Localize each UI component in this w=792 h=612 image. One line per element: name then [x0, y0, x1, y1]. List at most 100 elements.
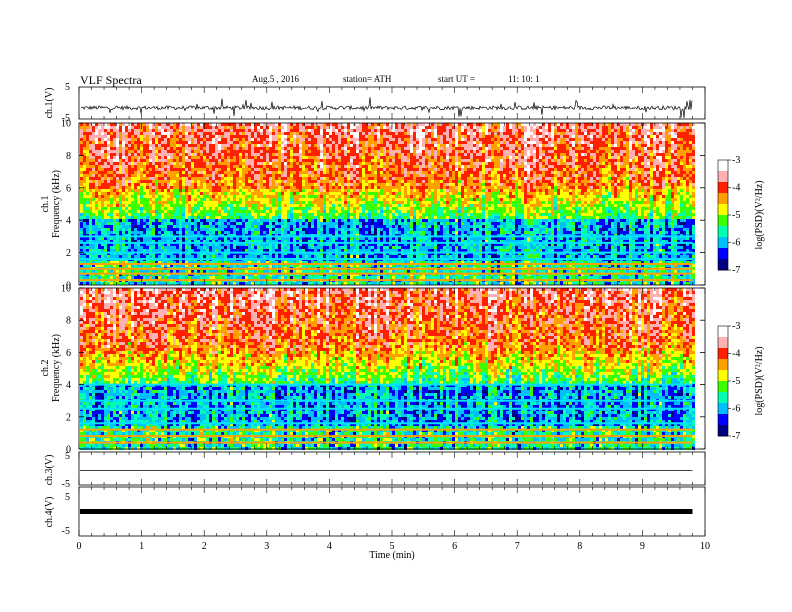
spectrogram-cell	[263, 159, 266, 162]
spectrogram-cell	[113, 177, 116, 180]
spectrogram-cell	[302, 192, 305, 195]
spectrogram-cell	[320, 168, 323, 171]
spectrogram-cell	[137, 144, 140, 147]
spectrogram-cell	[374, 180, 377, 183]
spectrogram-cell	[350, 156, 353, 159]
spectrogram-cell	[626, 135, 629, 138]
spectrogram-cell	[542, 174, 545, 177]
spectrogram-cell	[614, 159, 617, 162]
spectrogram-cell	[479, 171, 482, 174]
spectrogram-cell	[656, 180, 659, 183]
spectrogram-cell	[155, 126, 158, 129]
spectrogram-cell	[218, 129, 221, 132]
spectrogram-cell	[401, 180, 404, 183]
spectrogram-cell	[476, 189, 479, 192]
spectrogram-cell	[194, 123, 197, 126]
spectrogram-cell	[305, 138, 308, 141]
spectrogram-cell	[449, 189, 452, 192]
spectrogram-cell	[455, 183, 458, 186]
spectrogram-cell	[401, 168, 404, 171]
spectrogram-cell	[428, 180, 431, 183]
spectrogram-cell	[473, 138, 476, 141]
spectrogram-cell	[86, 165, 89, 168]
spectrogram-cell	[473, 144, 476, 147]
spectrogram-cell	[308, 141, 311, 144]
spectrogram-cell	[587, 174, 590, 177]
spectrogram-cell	[677, 132, 680, 135]
spectrogram-cell	[446, 153, 449, 156]
spectrogram-cell	[182, 147, 185, 150]
spectrogram-cell	[488, 156, 491, 159]
spectrogram-cell	[563, 147, 566, 150]
spectrogram-cell	[506, 180, 509, 183]
spectrogram-cell	[620, 129, 623, 132]
spectrogram-cell	[491, 156, 494, 159]
spectrogram-cell	[623, 156, 626, 159]
spectrogram-cell	[374, 138, 377, 141]
spectrogram-cell	[179, 135, 182, 138]
spectrogram-cell	[623, 162, 626, 165]
spectrogram-cell	[86, 174, 89, 177]
spectrogram-cell	[410, 159, 413, 162]
spectrogram-cell	[410, 165, 413, 168]
spectrogram-cell	[212, 165, 215, 168]
spectrogram-cell	[365, 153, 368, 156]
spectrogram-cell	[116, 189, 119, 192]
spectrogram-cell	[110, 186, 113, 189]
spectrogram-cell	[677, 123, 680, 126]
spectrogram-cell	[182, 192, 185, 195]
spectrogram-cell	[641, 147, 644, 150]
spectrogram-cell	[377, 135, 380, 138]
spectrogram-cell	[170, 159, 173, 162]
spectrogram-cell	[83, 165, 86, 168]
spectrogram-cell	[452, 159, 455, 162]
spectrogram-cell	[686, 177, 689, 180]
spectrogram-cell	[512, 123, 515, 126]
spectrogram-cell	[596, 156, 599, 159]
spectrogram-cell	[455, 189, 458, 192]
spectrogram-cell	[188, 195, 191, 198]
spectrogram-cell	[692, 144, 695, 147]
spectrogram-cell	[413, 174, 416, 177]
spectrogram-cell	[440, 168, 443, 171]
spectrogram-cell	[218, 159, 221, 162]
spectrogram-cell	[281, 156, 284, 159]
spectrogram-cell	[272, 186, 275, 189]
spectrogram-cell	[158, 126, 161, 129]
spectrogram-cell	[263, 171, 266, 174]
spectrogram-cell	[533, 186, 536, 189]
spectrogram-cell	[122, 171, 125, 174]
spectrogram-cell	[263, 144, 266, 147]
spectrogram-cell	[437, 144, 440, 147]
spectrogram-cell	[251, 195, 254, 198]
spectrogram-cell	[248, 150, 251, 153]
spectrogram-cell	[272, 162, 275, 165]
spectrogram-cell	[230, 147, 233, 150]
spectrogram-cell	[647, 123, 650, 126]
spectrogram-cell	[80, 144, 83, 147]
spectrogram-cell	[272, 153, 275, 156]
spectrogram-cell	[389, 123, 392, 126]
spectrogram-cell	[587, 150, 590, 153]
spectrogram-cell	[92, 180, 95, 183]
spectrogram-cell	[689, 129, 692, 132]
spectrogram-cell	[326, 147, 329, 150]
spectrogram-cell	[683, 156, 686, 159]
spectrogram-cell	[443, 189, 446, 192]
spectrogram-cell	[674, 144, 677, 147]
spectrogram-cell	[329, 183, 332, 186]
spectrogram-cell	[662, 171, 665, 174]
spectrogram-cell	[107, 165, 110, 168]
spectrogram-cell	[581, 183, 584, 186]
spectrogram-cell	[368, 165, 371, 168]
spectrogram-cell	[545, 174, 548, 177]
spectrogram-cell	[443, 144, 446, 147]
spectrogram-cell	[92, 141, 95, 144]
spectrogram-cell	[146, 153, 149, 156]
spectrogram-cell	[395, 147, 398, 150]
spectrogram-cell	[470, 192, 473, 195]
spectrogram-cell	[590, 171, 593, 174]
spectrogram-cell	[539, 186, 542, 189]
spectrogram-cell	[590, 192, 593, 195]
spectrogram-cell	[395, 123, 398, 126]
